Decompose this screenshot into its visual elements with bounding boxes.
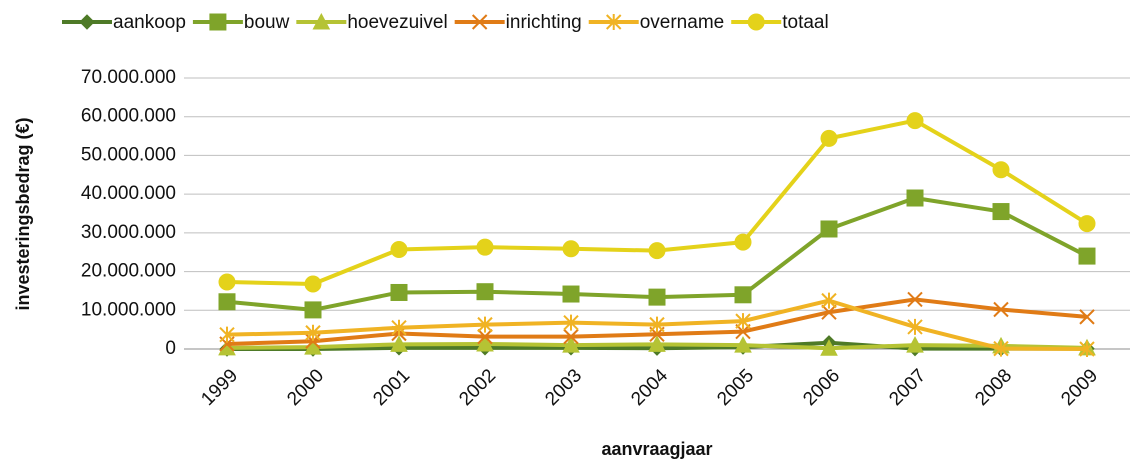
marker: [734, 233, 752, 251]
x-axis-title: aanvraagjaar: [601, 439, 712, 459]
y-tick-label: 0: [165, 338, 176, 359]
y-tick-label: 30.000.000: [81, 222, 176, 243]
marker: [734, 286, 752, 304]
series-line: [226, 118, 1089, 286]
marker: [477, 328, 493, 345]
marker: [649, 316, 665, 333]
marker: [906, 336, 924, 353]
marker: [390, 283, 408, 301]
x-tick-label: 2003: [541, 365, 586, 410]
marker: [821, 292, 837, 309]
marker: [304, 275, 322, 293]
marker: [562, 240, 580, 258]
marker: [820, 129, 838, 147]
marker: [993, 340, 1009, 357]
marker: [476, 334, 494, 352]
x-tick-label: 1999: [197, 365, 242, 410]
x-tick-label: 2007: [885, 365, 930, 410]
marker: [390, 335, 408, 352]
marker: [391, 319, 407, 336]
legend-label: overname: [640, 12, 725, 33]
marker: [735, 313, 751, 330]
marker: [907, 291, 923, 308]
marker: [747, 13, 765, 31]
marker: [305, 324, 321, 341]
marker: [562, 336, 580, 353]
x-tick-label: 2000: [283, 365, 328, 410]
y-tick-label: 20.000.000: [81, 261, 176, 282]
marker: [209, 13, 227, 31]
x-tick-label: 2008: [971, 365, 1016, 410]
marker: [218, 293, 236, 311]
marker: [312, 12, 331, 30]
marker: [1078, 247, 1096, 265]
marker: [906, 189, 924, 207]
marker: [907, 318, 923, 335]
marker: [1079, 309, 1095, 325]
legend-label: bouw: [244, 12, 290, 33]
marker: [390, 241, 408, 259]
x-tick-label: 2001: [369, 365, 414, 410]
marker: [1078, 215, 1096, 233]
marker: [734, 336, 752, 353]
legend-label: inrichting: [506, 12, 582, 33]
marker: [606, 14, 622, 30]
marker: [648, 288, 666, 306]
y-tick-label: 70.000.000: [81, 67, 176, 88]
marker: [1079, 341, 1095, 357]
x-tick-label: 2006: [799, 365, 844, 410]
marker: [648, 335, 666, 352]
legend-label: aankoop: [113, 12, 186, 33]
marker: [906, 112, 924, 130]
marker: [218, 273, 236, 291]
y-axis-title: investeringsbedrag (€): [13, 117, 33, 310]
marker: [992, 161, 1010, 179]
marker: [820, 220, 838, 238]
marker: [821, 304, 837, 320]
y-tick-label: 10.000.000: [81, 299, 176, 320]
legend-label: hoevezuivel: [347, 12, 447, 33]
x-tick-label: 2002: [455, 365, 500, 410]
marker: [563, 328, 579, 345]
marker: [820, 339, 838, 356]
y-tick-label: 60.000.000: [81, 106, 176, 127]
marker: [476, 283, 494, 301]
y-tick-label: 50.000.000: [81, 144, 176, 165]
marker: [471, 14, 488, 30]
marker: [219, 326, 235, 343]
marker: [476, 238, 494, 256]
x-tick-label: 2004: [627, 365, 672, 410]
marker: [992, 203, 1010, 221]
marker: [563, 314, 579, 331]
marker: [993, 301, 1009, 318]
marker: [562, 285, 580, 303]
marker: [304, 301, 322, 319]
x-tick-label: 2009: [1057, 365, 1102, 410]
x-tick-label: 2005: [713, 365, 758, 410]
legend-label: totaal: [782, 12, 828, 33]
marker: [79, 14, 95, 30]
marker: [648, 242, 666, 260]
y-tick-label: 40.000.000: [81, 183, 176, 204]
marker: [477, 316, 493, 333]
